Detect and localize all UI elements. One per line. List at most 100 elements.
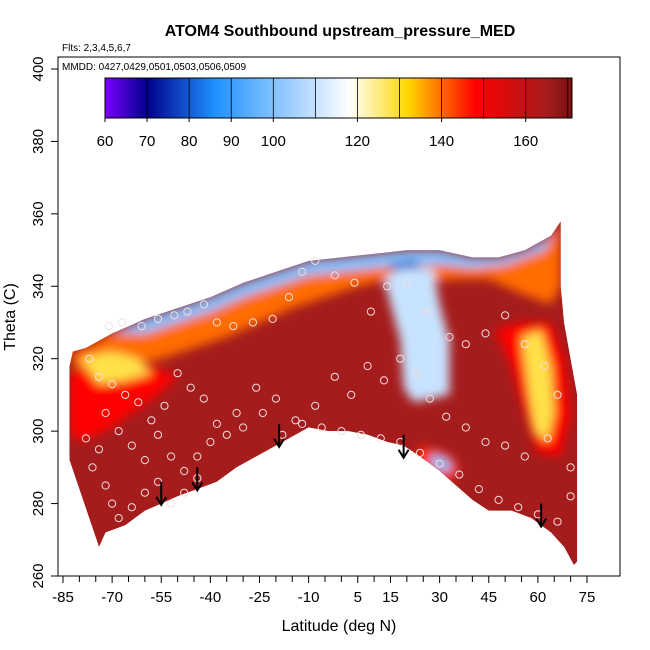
- down-arrow: [535, 503, 547, 529]
- observation-point: [232, 408, 241, 418]
- observation-point: [117, 318, 127, 327]
- observation-point: [422, 307, 431, 316]
- observation-point: [94, 372, 104, 381]
- observation-point: [474, 485, 483, 494]
- observation-point: [291, 416, 300, 425]
- observation-point: [173, 369, 182, 378]
- x-tick-label: -10: [298, 589, 320, 606]
- observation-point: [350, 278, 359, 287]
- flight-arrows: [155, 423, 547, 529]
- observation-point: [356, 430, 366, 439]
- x-axis-label: Latitude (deg N): [282, 618, 397, 635]
- observation-point: [85, 354, 94, 363]
- observation-point: [347, 390, 356, 399]
- observation-point: [199, 300, 208, 309]
- observation-point: [212, 318, 221, 327]
- observation-point: [127, 441, 136, 450]
- observation-point: [298, 419, 307, 428]
- x-tick-label: 45: [480, 589, 497, 606]
- observation-point: [311, 401, 320, 410]
- observation-point: [153, 477, 163, 486]
- x-tick-label: -40: [200, 589, 222, 606]
- colorbar: 60 70 80 90 100 120 140 160: [97, 77, 573, 150]
- colorbar-tick-label: 120: [345, 133, 370, 150]
- observation-point: [494, 495, 503, 504]
- down-arrow: [397, 434, 410, 460]
- observation-point: [402, 278, 411, 287]
- observation-point: [239, 423, 248, 432]
- observation-point: [252, 383, 261, 392]
- x-tick-label: -70: [101, 589, 123, 606]
- observation-point: [137, 322, 146, 331]
- observation-point: [330, 271, 339, 280]
- colorbar-tick-label: 70: [139, 133, 156, 150]
- observation-point: [540, 361, 549, 371]
- observation-point: [284, 293, 294, 302]
- x-tick-label: 5: [354, 589, 362, 606]
- observation-point: [248, 318, 257, 327]
- observation-point: [366, 307, 375, 316]
- field-feature-right-yellow: [521, 329, 555, 442]
- observation-point: [153, 314, 163, 323]
- observation-point: [108, 499, 117, 508]
- observation-point: [101, 481, 110, 490]
- y-tick-label: 300: [30, 419, 47, 444]
- observation-point: [501, 441, 510, 450]
- observation-point: [461, 423, 470, 432]
- y-tick-label: 340: [30, 274, 47, 299]
- observation-point: [376, 434, 385, 443]
- observation-point: [193, 452, 202, 461]
- observation-point: [167, 499, 176, 508]
- observation-point: [134, 398, 143, 407]
- y-tick-label: 320: [30, 346, 47, 371]
- field-feature-mid-lobe-blue: [429, 452, 453, 471]
- y-tick-label: 360: [30, 201, 47, 226]
- observation-point: [363, 361, 372, 371]
- observation-point: [88, 463, 97, 472]
- down-arrow: [273, 423, 285, 449]
- observation-point: [167, 452, 176, 461]
- x-tick-label: -85: [52, 589, 74, 606]
- observation-point: [160, 401, 169, 410]
- observation-point: [435, 459, 444, 468]
- observation-point: [199, 394, 208, 403]
- observation-point: [514, 503, 523, 512]
- observation-point: [379, 376, 389, 385]
- observation-point: [425, 394, 434, 403]
- observation-point: [212, 419, 221, 428]
- down-arrow: [191, 467, 204, 493]
- y-axis-label: Theta (C): [2, 283, 19, 351]
- observation-point: [415, 448, 425, 457]
- x-tick-label: 60: [530, 589, 547, 606]
- observation-point: [520, 340, 529, 349]
- colorbar-gradient: [104, 77, 573, 119]
- observation-point: [186, 383, 195, 392]
- observation-point: [229, 322, 238, 331]
- observation-point: [566, 492, 575, 501]
- observation-point: [311, 256, 320, 265]
- field-feature-upper-band-blue: [112, 221, 561, 334]
- observation-point: [481, 437, 490, 447]
- observation-point: [127, 503, 136, 512]
- observation-point: [396, 354, 405, 363]
- observation-point: [543, 434, 552, 443]
- y-tick-label: 280: [30, 491, 47, 516]
- plot-frame: [57, 56, 621, 577]
- observation-point: [337, 427, 346, 436]
- x-tick-label: -55: [150, 589, 172, 606]
- x-tick-label: 15: [382, 589, 399, 606]
- observation-point: [298, 267, 307, 276]
- observation-point: [170, 311, 179, 320]
- observation-point: [101, 408, 110, 418]
- x-tick-label: -25: [249, 589, 271, 606]
- field-feature-left-yellow: [79, 351, 152, 385]
- observation-point: [94, 445, 104, 454]
- observation-point: [180, 466, 189, 476]
- observation-point: [153, 430, 163, 439]
- colorbar-tick-label: 60: [97, 133, 114, 150]
- observation-point: [268, 314, 277, 323]
- observation-point: [553, 390, 562, 399]
- down-arrow: [155, 481, 168, 507]
- observation-point: [222, 430, 231, 439]
